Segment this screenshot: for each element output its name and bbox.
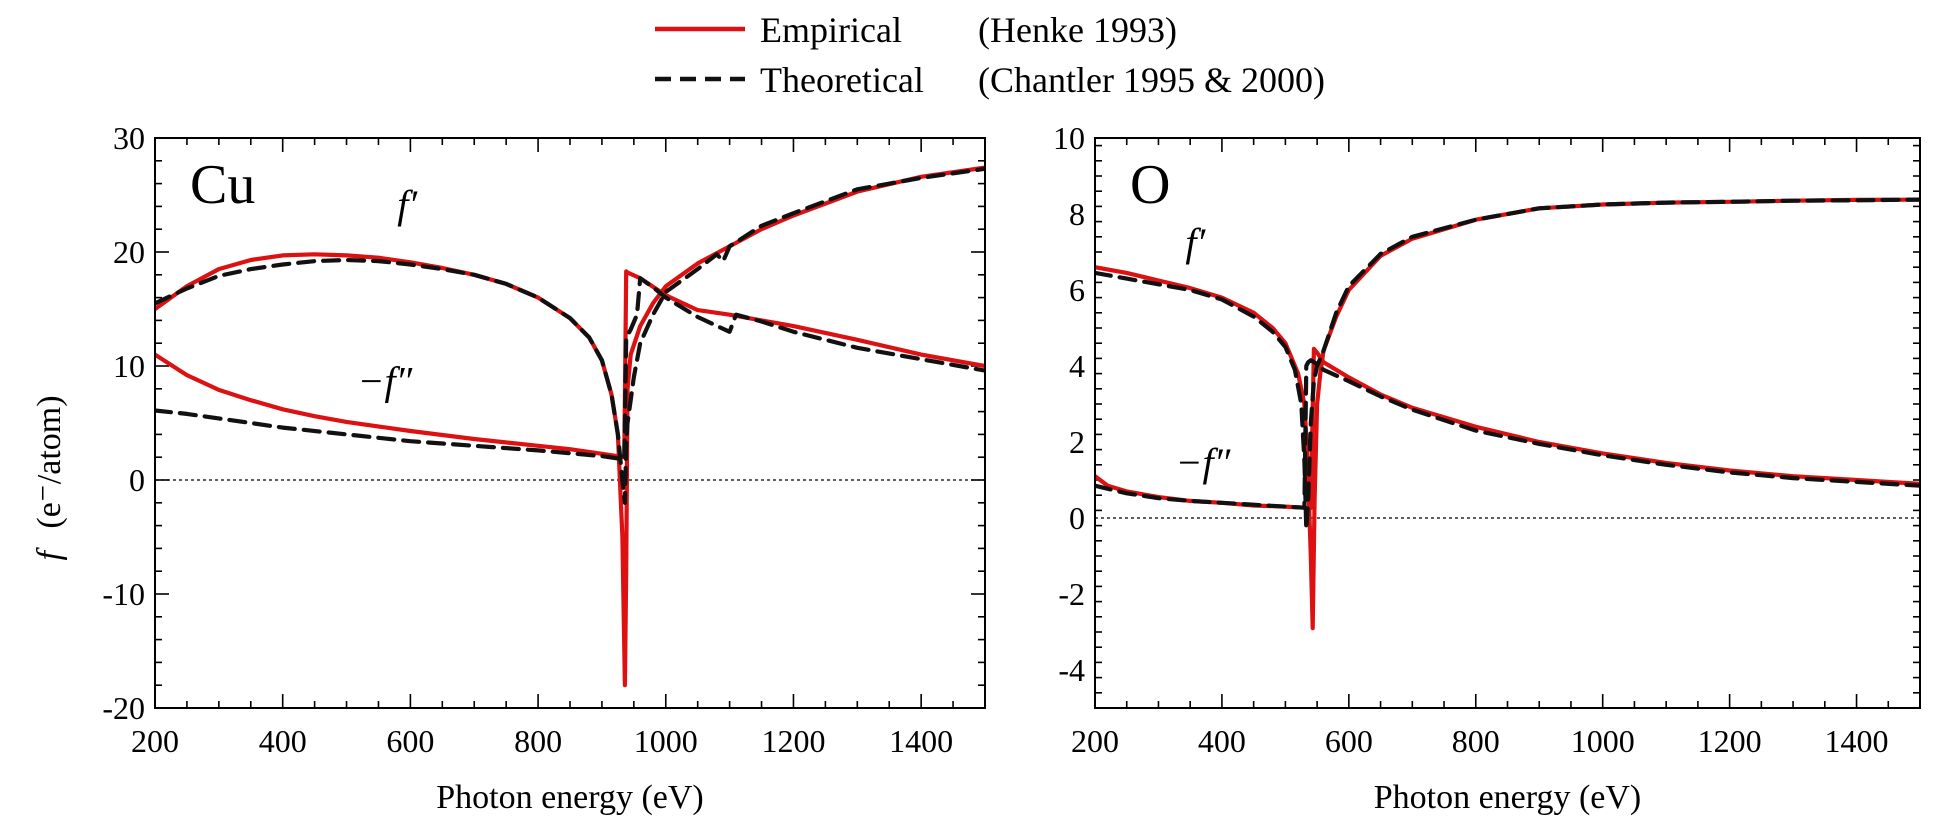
y-axis-label: f (e⁻/atom) (31, 395, 68, 560)
plot-frame (154, 137, 986, 709)
x-tick-label: 1000 (1571, 723, 1635, 759)
y-tick-label: 0 (1069, 500, 1085, 536)
curve-label-minus-f-double-prime: −f″ (357, 359, 413, 404)
x-tick-label: 200 (1071, 723, 1119, 759)
series-line-empirical-f2 (155, 269, 985, 460)
series-line-theoretical-f1 (1095, 197, 1920, 532)
x-tick-label: 800 (1452, 723, 1500, 759)
panel-label: Cu (190, 154, 255, 216)
x-tick-label: 200 (131, 723, 179, 759)
x-axis-label: Photon energy (eV) (1374, 779, 1642, 816)
curve-label-f-prime: f′ (397, 182, 418, 227)
y-tick-label: -2 (1058, 576, 1085, 612)
y-tick-label: 10 (1053, 120, 1085, 156)
y-tick-label: 10 (113, 348, 145, 384)
legend-label-theoretical: Theoretical (760, 60, 924, 100)
y-axis-label-units: (e⁻/atom) (31, 395, 68, 528)
y-tick-label: -20 (102, 690, 145, 726)
series-line-theoretical-f2 (155, 276, 985, 462)
series-group (155, 165, 985, 688)
legend: Empirical (Henke 1993) Theoretical (Chan… (655, 10, 1325, 100)
x-tick-label: 1200 (1698, 723, 1762, 759)
chart-panel-o: 200 400 600 800 1000 1200 1400 -4 -2 0 2 4 6 8 10 Of′ −f… (1053, 120, 1921, 816)
series-line-empirical-f1 (155, 165, 985, 688)
y-tick-label: 8 (1069, 196, 1085, 232)
series-group (1095, 197, 1920, 631)
x-tick-label: 800 (514, 723, 562, 759)
legend-source-empirical: (Henke 1993) (978, 10, 1177, 50)
y-tick-label: 30 (113, 120, 145, 156)
x-tick-label: 600 (1325, 723, 1373, 759)
y-tick-label: 0 (129, 462, 145, 498)
plot-frame (1094, 137, 1921, 709)
y-tick-label: 2 (1069, 424, 1085, 460)
series-line-theoretical-f2 (1095, 358, 1920, 510)
x-tick-label: 1000 (634, 723, 698, 759)
legend-source-theoretical: (Chantler 1995 & 2000) (978, 60, 1325, 100)
curve-label-f-prime: f′ (1185, 220, 1206, 265)
y-tick-label: 6 (1069, 272, 1085, 308)
x-axis-label: Photon energy (eV) (436, 779, 704, 816)
y-tick-label: -4 (1058, 652, 1085, 688)
x-tick-label: 400 (259, 723, 307, 759)
x-tick-label: 600 (386, 723, 434, 759)
panel-label: O (1130, 154, 1170, 216)
y-axis-label-symbol: f (31, 547, 68, 561)
series-line-theoretical-f1 (155, 166, 985, 505)
x-tick-label: 1200 (761, 723, 825, 759)
y-tick-label: 4 (1069, 348, 1085, 384)
curve-label-minus-f-double-prime: −f″ (1176, 440, 1232, 485)
chart-panel-cu: 200 400 600 800 1000 1200 1400 -20 -10 0 10 20 30 Cu f… (102, 120, 986, 816)
series-line-empirical-f1 (1095, 197, 1920, 631)
legend-label-empirical: Empirical (760, 10, 902, 50)
x-tick-label: 400 (1198, 723, 1246, 759)
y-tick-label: -10 (102, 576, 145, 612)
x-tick-label: 1400 (889, 723, 953, 759)
y-tick-label: 20 (113, 234, 145, 270)
x-tick-label: 1400 (1825, 723, 1889, 759)
